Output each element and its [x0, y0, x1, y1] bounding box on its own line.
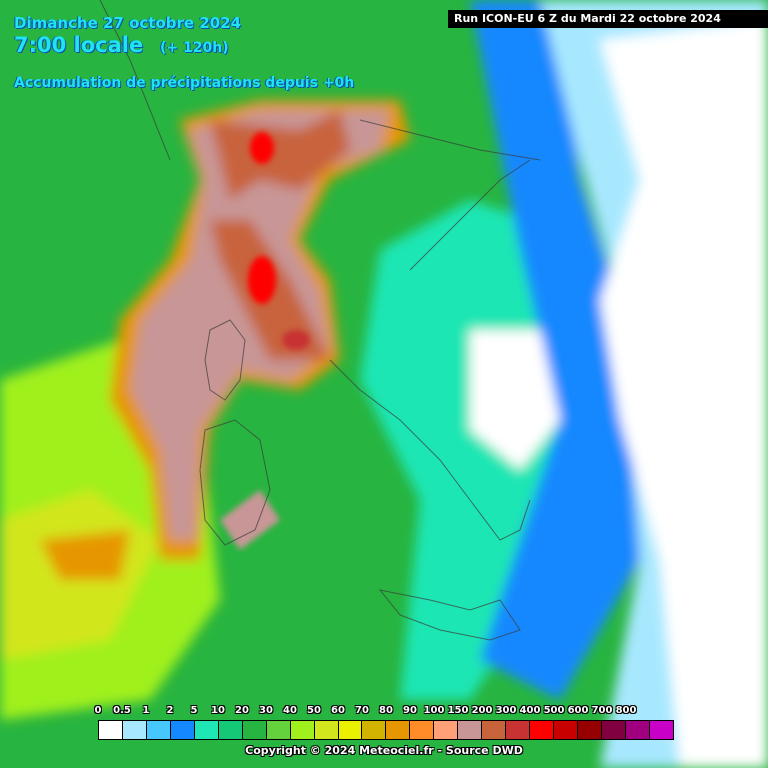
legend-swatch: [290, 721, 315, 739]
legend-label: 0: [94, 705, 102, 716]
legend-swatch: [458, 721, 483, 739]
product-title: Accumulation de précipitations depuis +0…: [14, 75, 355, 91]
legend-label: 5: [190, 705, 198, 716]
legend-swatch: [554, 721, 579, 739]
legend-swatch: [578, 721, 603, 739]
legend-label: 1: [142, 705, 150, 716]
legend-swatch: [218, 721, 243, 739]
legend-swatch: [625, 721, 650, 739]
legend-label: 300: [495, 705, 517, 716]
legend-label: 10: [211, 705, 225, 716]
legend-label: 150: [447, 705, 469, 716]
legend-swatch: [530, 721, 555, 739]
forecast-date: Dimanche 27 octobre 2024: [14, 14, 242, 32]
legend-label: 100: [423, 705, 445, 716]
legend-swatch: [122, 721, 147, 739]
legend-swatch: [434, 721, 459, 739]
precip-max-south: [282, 330, 310, 350]
legend-label: 200: [471, 705, 493, 716]
legend-swatch: [242, 721, 267, 739]
precip-max-north: [250, 132, 274, 164]
legend-label: 800: [615, 705, 637, 716]
coastlines: [99, 0, 541, 641]
legend-labels: 0 0.5 1 2 5 10 20 30 40 50 60 70 80 90 100 150 200 300 400…: [94, 705, 677, 719]
legend-label: 40: [283, 705, 297, 716]
legend-label: 600: [567, 705, 589, 716]
legend-swatch: [266, 721, 291, 739]
dry-zone-east: [600, 20, 768, 768]
legend-swatch: [99, 721, 123, 739]
dry-zone-adriatic: [470, 330, 560, 470]
forecast-time: 7:00 locale: [14, 33, 144, 57]
legend-swatch: [506, 721, 531, 739]
legend-swatch: [482, 721, 507, 739]
precip-zone-brown-north: [210, 110, 350, 200]
legend-colorbar: [98, 720, 674, 740]
legend-swatch: [338, 721, 363, 739]
forecast-lead-time: (+ 120h): [160, 40, 229, 56]
legend-label: 70: [355, 705, 369, 716]
legend-label: 90: [403, 705, 417, 716]
precip-zone-blue: [470, 0, 640, 700]
legend-label: 700: [591, 705, 613, 716]
legend-label: 30: [259, 705, 273, 716]
legend-swatch: [602, 721, 626, 739]
legend-swatch: [410, 721, 435, 739]
legend-label: 50: [307, 705, 321, 716]
precip-zone-orange-left: [40, 530, 130, 580]
legend-label: 80: [379, 705, 393, 716]
legend-swatch: [386, 721, 411, 739]
legend-label: 500: [543, 705, 565, 716]
legend-swatch: [170, 721, 195, 739]
legend-label: 60: [331, 705, 345, 716]
precip-zone-sardinia-east: [220, 490, 280, 550]
copyright: Copyright © 2024 Meteociel.fr - Source D…: [245, 744, 523, 757]
legend-label: 20: [235, 705, 249, 716]
legend-label: 0.5: [113, 705, 131, 716]
legend-swatch: [649, 721, 673, 739]
legend-swatch: [362, 721, 387, 739]
legend-swatch: [194, 721, 219, 739]
legend-swatch: [314, 721, 339, 739]
legend-swatch: [146, 721, 171, 739]
run-label: Run ICON-EU 6 Z du Mardi 22 octobre 2024: [448, 10, 768, 28]
legend-label: 400: [519, 705, 541, 716]
legend-label: 2: [166, 705, 174, 716]
precip-max-central: [248, 256, 276, 304]
